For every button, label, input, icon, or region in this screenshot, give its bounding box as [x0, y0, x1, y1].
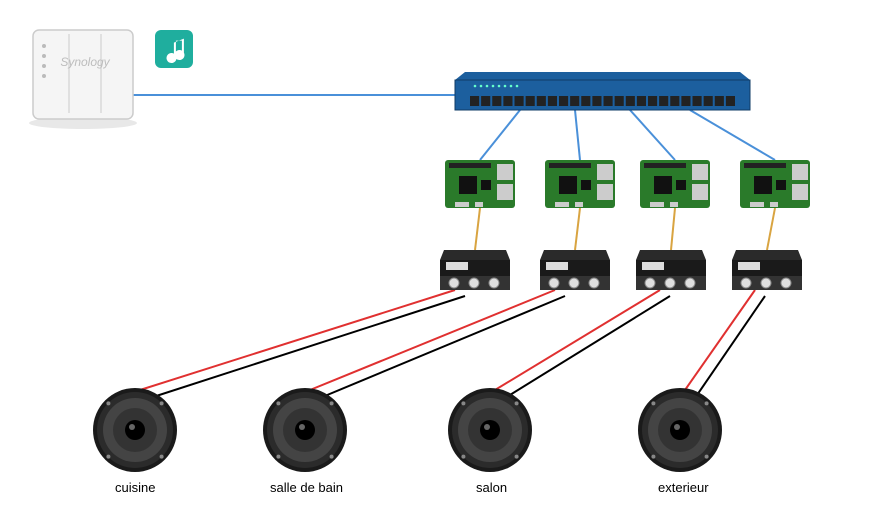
- link-pi-amp-2: [671, 208, 675, 250]
- music-icon: [155, 30, 193, 68]
- speaker-2: [448, 388, 532, 472]
- network-switch: [455, 72, 750, 110]
- cable-red-3: [685, 290, 755, 390]
- cable-black-3: [695, 296, 765, 398]
- network-audio-diagram: Synology: [0, 0, 879, 516]
- link-switch-pi-2: [630, 110, 675, 160]
- speaker-3: [638, 388, 722, 472]
- speaker-label-2: salon: [476, 480, 507, 495]
- amplifier-2: [636, 250, 706, 290]
- amplifier-0: [440, 250, 510, 290]
- link-pi-amp-0: [475, 208, 480, 250]
- link-switch-pi-0: [480, 110, 520, 160]
- raspberry-pi-0: [445, 160, 515, 208]
- cable-red-0: [140, 290, 455, 390]
- speaker-0: [93, 388, 177, 472]
- speaker-label-3: exterieur: [658, 480, 709, 495]
- speaker-label-0: cuisine: [115, 480, 155, 495]
- raspberry-pi-3: [740, 160, 810, 208]
- nas-synology: Synology: [29, 30, 137, 129]
- amplifier-1: [540, 250, 610, 290]
- link-switch-pi-3: [690, 110, 775, 160]
- link-switch-pi-1: [575, 110, 580, 160]
- nas-brand-label: Synology: [60, 55, 110, 69]
- link-pi-amp-3: [767, 208, 775, 250]
- raspberry-pi-1: [545, 160, 615, 208]
- link-pi-amp-1: [575, 208, 580, 250]
- speaker-label-1: salle de bain: [270, 480, 343, 495]
- amplifier-3: [732, 250, 802, 290]
- raspberry-pi-2: [640, 160, 710, 208]
- speaker-1: [263, 388, 347, 472]
